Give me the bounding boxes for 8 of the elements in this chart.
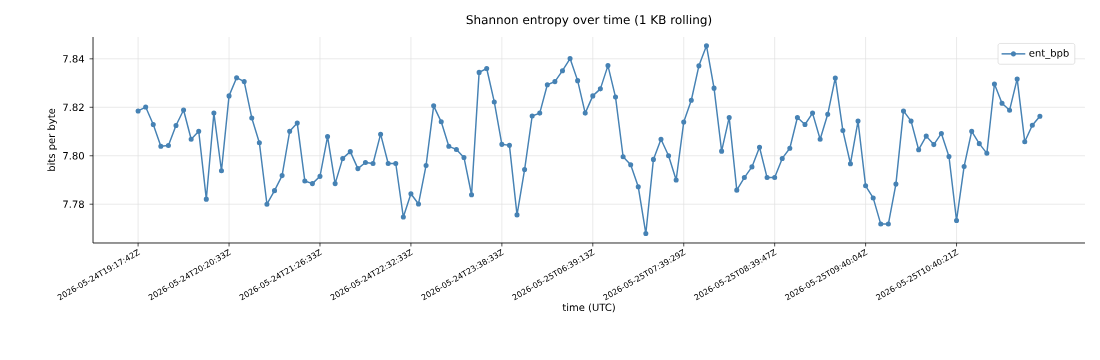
- y-tick-label: 7.84: [63, 55, 85, 63]
- legend-label: ent_bpb: [1029, 49, 1069, 59]
- y-tick-label: 7.82: [63, 103, 84, 112]
- y-tick-label: 7.78: [63, 200, 84, 208]
- y-tick-label: 7.80: [63, 151, 84, 160]
- y-axis-title: bits per byte: [47, 108, 57, 171]
- chart-title: Shannon entropy over time (1 KB rolling): [466, 14, 712, 27]
- x-axis-title: time (UTC): [562, 303, 615, 313]
